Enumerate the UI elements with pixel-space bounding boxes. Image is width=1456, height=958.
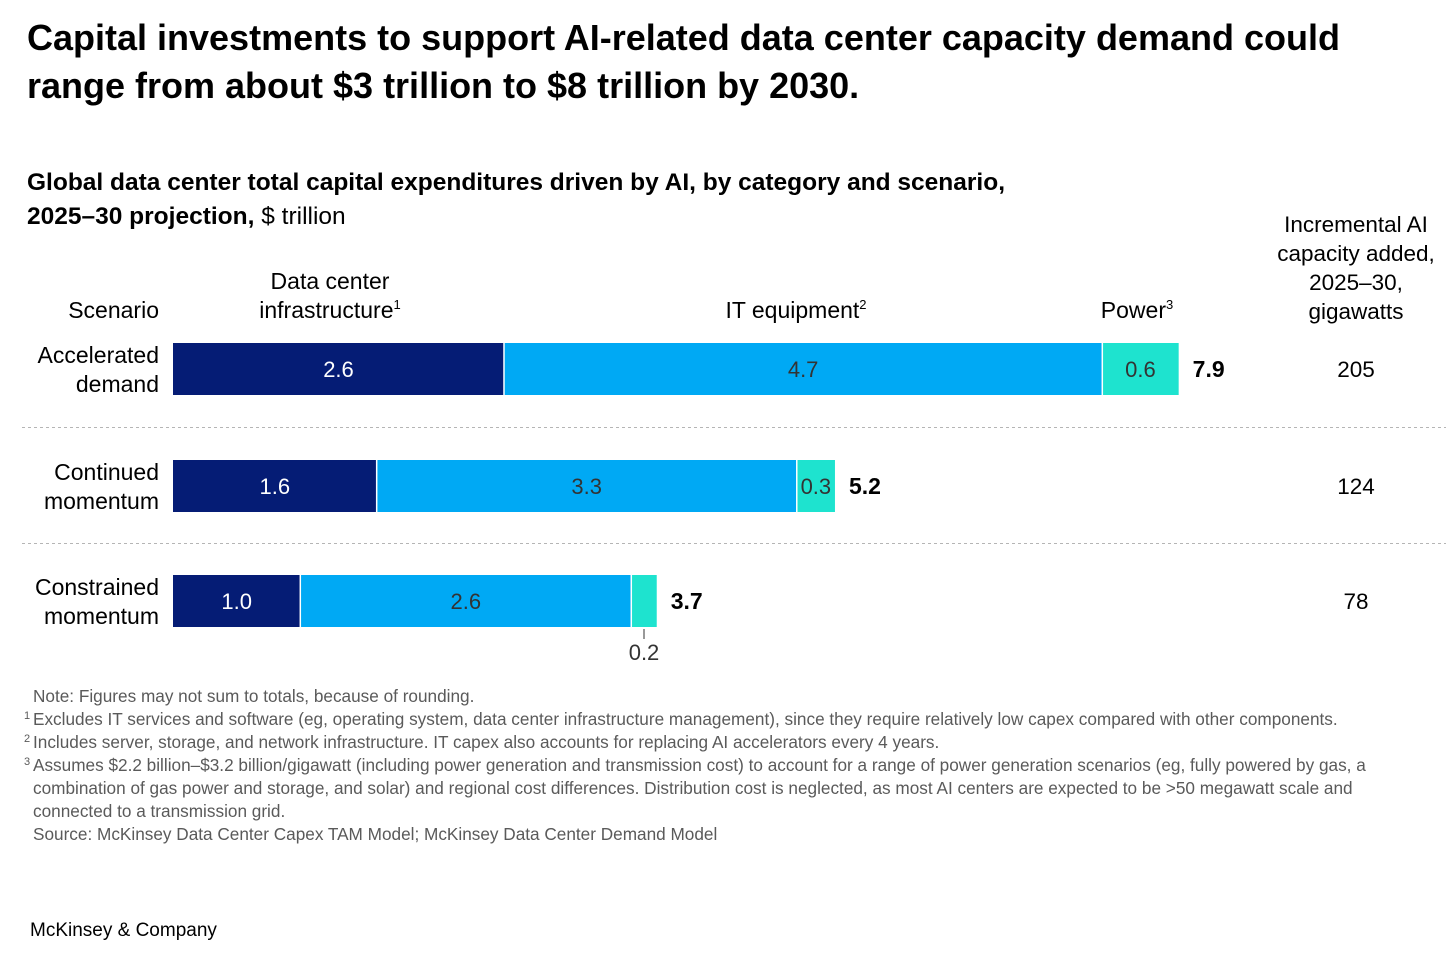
scenario-label-2-line-1: Continued (54, 459, 159, 485)
value-label-row2-series3: 0.3 (801, 474, 832, 499)
bar-segment-row3-series2 (300, 575, 632, 627)
note-rounding: Note: Figures may not sum to totals, bec… (33, 686, 475, 706)
bar-segment-row1-series2 (503, 343, 1103, 395)
capacity-header-line-4: gigawatts (1308, 299, 1403, 324)
bar-segment-row1-series1 (173, 343, 504, 395)
chart-subtitle-bold: Global data center total capital expendi… (27, 169, 1006, 230)
value-label-row1-series1: 2.6 (323, 357, 354, 382)
value-label-row3-series3: 0.2 (629, 640, 660, 665)
footnote-2: 2 Includes server, storage, and network i… (24, 731, 1424, 754)
footnote-2-text: Includes server, storage, and network in… (33, 732, 940, 752)
footnote-3-text: Assumes $2.2 billion–$3.2 billion/gigawa… (33, 755, 1366, 821)
series-header-2-line-1: IT equipment2 (725, 297, 866, 323)
value-label-row1-series3: 0.6 (1125, 357, 1156, 382)
total-label-row2: 5.2 (849, 473, 881, 499)
scenario-label-3-line-2: momentum (44, 603, 159, 629)
value-label-row2-series1: 1.6 (260, 474, 291, 499)
capacity-header-line-1: Incremental AI (1284, 212, 1428, 237)
bar-segment-row3-series3 (631, 575, 657, 627)
capacity-value-row1: 205 (1337, 357, 1375, 382)
series-header-1-line-2: infrastructure1 (259, 297, 400, 323)
footnote-3: 3 Assumes $2.2 billion–$3.2 billion/gigaw… (24, 754, 1424, 823)
bar-segment-row3-series1 (173, 575, 301, 627)
bar-segment-row1-series3 (1102, 343, 1179, 395)
footnote-3-marker: 3 (24, 756, 31, 768)
footnotes: Note: Figures may not sum to totals, bec… (24, 685, 1424, 846)
total-label-row1: 7.9 (1193, 356, 1225, 382)
scenario-label-1-line-2: demand (76, 371, 159, 397)
total-label-row3: 3.7 (671, 588, 703, 614)
value-label-row3-series2: 2.6 (450, 589, 481, 614)
source-note: Source: McKinsey Data Center Capex TAM M… (33, 824, 718, 844)
brand-name: McKinsey & Company (30, 920, 217, 941)
scenario-label-2-line-2: momentum (44, 488, 159, 514)
footnote-1-text: Excludes IT services and software (eg, o… (33, 709, 1338, 729)
bar-segment-row2-series1 (173, 460, 377, 512)
capacity-value-row3: 78 (1343, 589, 1368, 614)
capacity-header-line-2: capacity added, (1277, 241, 1435, 266)
value-label-row1-series2: 4.7 (788, 357, 819, 382)
value-label-row2-series2: 3.3 (571, 474, 602, 499)
series-header-1-superscript: 1 (393, 297, 400, 312)
series-header-3-superscript: 3 (1166, 297, 1173, 312)
stacked-bar-chart: Scenario Data center infrastructure1 IT equ… (22, 212, 1446, 665)
row-header-scenario: Scenario (68, 297, 159, 323)
series-header-2-superscript: 2 (859, 297, 866, 312)
footnote-1-marker: 1 (24, 710, 31, 722)
scenario-label-3-line-1: Constrained (35, 574, 159, 600)
bar-segment-row2-series2 (376, 460, 797, 512)
value-label-row3-series1: 1.0 (221, 589, 252, 614)
series-header-1-line-1: Data center (271, 268, 390, 294)
chart-subtitle: Global data center total capital expendi… (27, 166, 1027, 234)
capacity-header-line-3: 2025–30, (1309, 270, 1403, 295)
chart-subtitle-unit: $ trillion (261, 203, 346, 230)
capacity-value-row2: 124 (1337, 474, 1375, 499)
footnote-1: 1 Excludes IT services and software (eg, … (24, 708, 1424, 731)
footnote-2-marker: 2 (24, 733, 31, 745)
bar-segment-row2-series3 (796, 460, 835, 512)
headline: Capital investments to support AI-relate… (27, 17, 1340, 106)
scenario-label-1-line-1: Accelerated (38, 342, 159, 368)
series-header-3-line-1: Power3 (1101, 297, 1173, 323)
